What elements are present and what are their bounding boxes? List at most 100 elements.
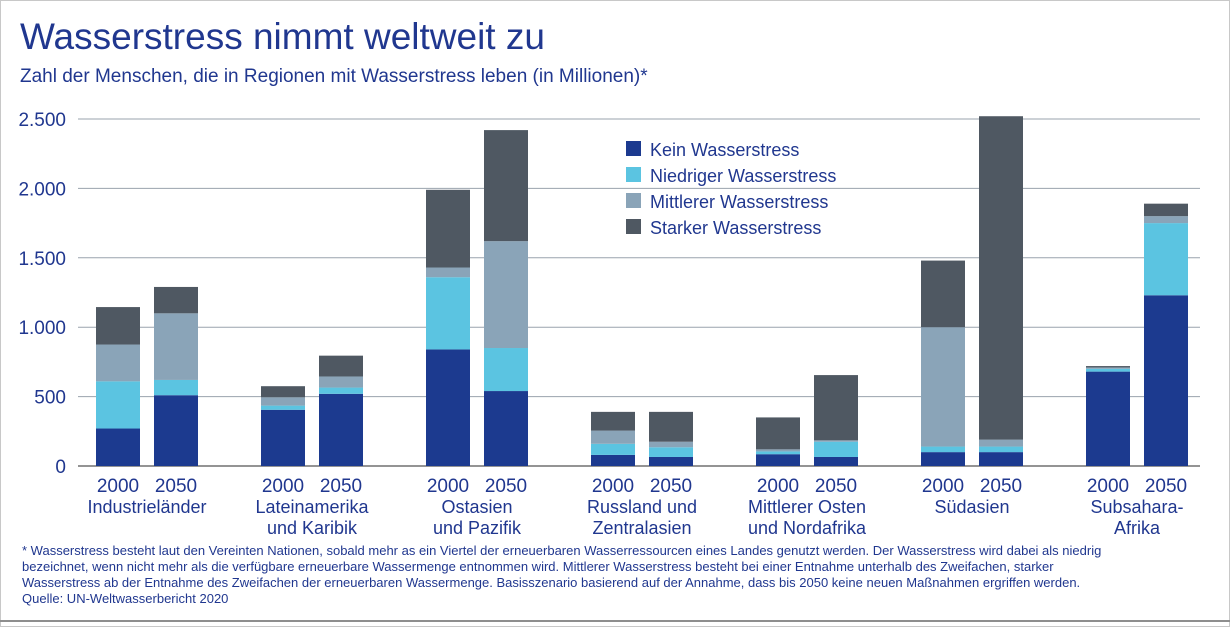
bar-segment — [756, 451, 800, 455]
bar-segment — [319, 393, 363, 466]
bar-segment — [649, 447, 693, 457]
bar-segment — [484, 348, 528, 392]
bar-segment — [261, 409, 305, 466]
y-tick-label: 2.000 — [18, 179, 66, 200]
bar-segment — [979, 452, 1023, 466]
bar-segment — [814, 441, 858, 457]
x-group-label: Russland und — [587, 497, 697, 517]
footnote-line: Wasserstress ab der Entnahme des Zweifac… — [22, 575, 1081, 590]
x-year-label: 2050 — [320, 476, 362, 497]
bar-segment — [756, 449, 800, 452]
bar-segment — [261, 405, 305, 410]
bar-segment — [921, 446, 965, 453]
bar-segment — [756, 417, 800, 450]
bar-segment — [426, 267, 470, 278]
bar-segment — [814, 440, 858, 442]
legend-swatch — [626, 167, 641, 182]
chart-title: Wasserstress nimmt weltweit zu — [20, 16, 545, 57]
bar-segment — [591, 443, 635, 455]
bar-segment — [979, 439, 1023, 447]
bar-segment — [154, 313, 198, 380]
x-group-label: und Pazifik — [433, 518, 522, 538]
x-year-label: 2050 — [485, 476, 527, 497]
bar-segment — [1086, 367, 1130, 369]
x-year-label: 2000 — [922, 476, 964, 497]
bar-segment — [814, 456, 858, 466]
x-year-label: 2000 — [427, 476, 469, 497]
bar-segment — [591, 411, 635, 431]
x-group-label: Zentralasien — [592, 518, 691, 538]
x-year-label: 2050 — [815, 476, 857, 497]
footnote: * Wasserstress besteht laut den Vereinte… — [22, 543, 1212, 607]
bar-segment — [921, 452, 965, 466]
y-tick-label: 0 — [55, 457, 66, 478]
x-year-label: 2050 — [155, 476, 197, 497]
bar-segment — [426, 349, 470, 466]
x-group-label: und Karibik — [267, 518, 358, 538]
x-group-label: Mittlerer Osten — [748, 497, 866, 517]
legend-label: Mittlerer Wasserstress — [650, 192, 828, 212]
bar-segment — [756, 454, 800, 466]
bar-segment — [96, 307, 140, 345]
footnote-source: Quelle: UN-Weltwasserbericht 2020 — [22, 591, 229, 606]
bar-segment — [96, 381, 140, 429]
x-year-label: 2000 — [97, 476, 139, 497]
bar-segment — [1144, 295, 1188, 466]
bar-segment — [484, 130, 528, 242]
x-year-label: 2050 — [650, 476, 692, 497]
x-year-label: 2000 — [1087, 476, 1129, 497]
bar-segment — [979, 116, 1023, 440]
x-year-label: 2000 — [757, 476, 799, 497]
bar-segment — [426, 189, 470, 268]
bar-segment — [921, 260, 965, 328]
bar-segment — [96, 344, 140, 382]
x-group-label: und Nordafrika — [748, 518, 867, 538]
chart-subtitle: Zahl der Menschen, die in Regionen mit W… — [20, 66, 648, 87]
x-year-label: 2000 — [592, 476, 634, 497]
bar-segment — [1086, 366, 1130, 368]
bar-segment — [1144, 203, 1188, 217]
x-group-label: Subsahara- — [1090, 497, 1183, 517]
bar-segment — [154, 395, 198, 466]
bar-segment — [154, 286, 198, 314]
y-tick-label: 1.000 — [18, 318, 66, 339]
bar-segment — [261, 397, 305, 406]
footnote-line: * Wasserstress besteht laut den Vereinte… — [22, 543, 1102, 558]
bar-segment — [1144, 216, 1188, 224]
bar-segment — [96, 428, 140, 466]
x-group-label: Industrieländer — [87, 497, 206, 517]
legend-swatch — [626, 219, 641, 234]
bar-segment — [1086, 368, 1130, 372]
bar-segment — [1086, 371, 1130, 466]
bar-segment — [649, 411, 693, 442]
legend-label: Kein Wasserstress — [650, 140, 799, 160]
x-group-label: Lateinamerika — [255, 497, 369, 517]
legend-swatch — [626, 141, 641, 156]
legend-label: Niedriger Wasserstress — [650, 166, 836, 186]
bar-segment — [319, 376, 363, 388]
x-group-label: Afrika — [1114, 518, 1161, 538]
bar-segment — [979, 446, 1023, 453]
x-year-label: 2000 — [262, 476, 304, 497]
footnote-line: bezeichnet, wenn nicht mehr als die verf… — [22, 559, 1054, 574]
bottom-rule — [0, 620, 1230, 622]
y-tick-label: 500 — [34, 388, 66, 409]
bar-segment — [649, 456, 693, 466]
bar-segment — [1144, 223, 1188, 296]
bar-segment — [426, 277, 470, 350]
y-tick-label: 1.500 — [18, 249, 66, 270]
legend-label: Starker Wasserstress — [650, 218, 821, 238]
bar-segment — [484, 391, 528, 466]
bar-segment — [591, 430, 635, 444]
x-year-label: 2050 — [1145, 476, 1187, 497]
bar-segment — [154, 379, 198, 396]
y-tick-label: 2.500 — [18, 110, 66, 131]
bar-segment — [814, 375, 858, 441]
bar-segment — [484, 241, 528, 349]
bar-segment — [649, 441, 693, 448]
bar-segment — [319, 387, 363, 394]
legend-swatch — [626, 193, 641, 208]
bar-segment — [921, 327, 965, 447]
bar-segment — [591, 454, 635, 466]
